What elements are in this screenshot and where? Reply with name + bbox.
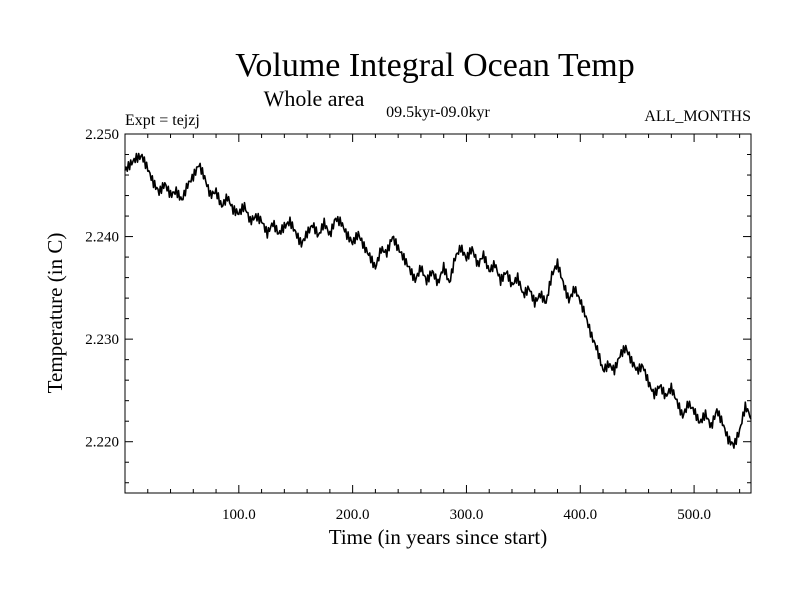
chart-title: Volume Integral Ocean Temp bbox=[235, 47, 635, 84]
y-tick-label: 2.250 bbox=[85, 127, 119, 143]
chart-subtitle: Whole area bbox=[264, 86, 365, 111]
y-axis-label: Temperature (in C) bbox=[43, 233, 67, 394]
plot-frame bbox=[124, 133, 752, 494]
series-line bbox=[124, 152, 752, 449]
y-tick-label: 2.230 bbox=[85, 332, 119, 348]
period-label: 09.5kyr-09.0kyr bbox=[386, 104, 490, 121]
x-tick-label: 400.0 bbox=[563, 507, 597, 523]
series-group bbox=[124, 152, 752, 449]
x-axis-label: Time (in years since start) bbox=[329, 525, 548, 549]
y-tick-label: 2.240 bbox=[85, 230, 119, 246]
x-tick-label: 500.0 bbox=[677, 507, 711, 523]
x-tick-label: 300.0 bbox=[450, 507, 484, 523]
experiment-label: Expt = tejzj bbox=[125, 112, 200, 129]
x-tick-label: 100.0 bbox=[222, 507, 256, 523]
y-tick-label: 2.220 bbox=[85, 435, 119, 451]
y-axis: 2.220 2.230 2.240 2.250 bbox=[85, 127, 751, 484]
months-label: ALL_MONTHS bbox=[644, 108, 751, 125]
x-tick-label: 200.0 bbox=[336, 507, 370, 523]
x-axis: 100.0 200.0 300.0 400.0 500.0 bbox=[147, 134, 741, 523]
